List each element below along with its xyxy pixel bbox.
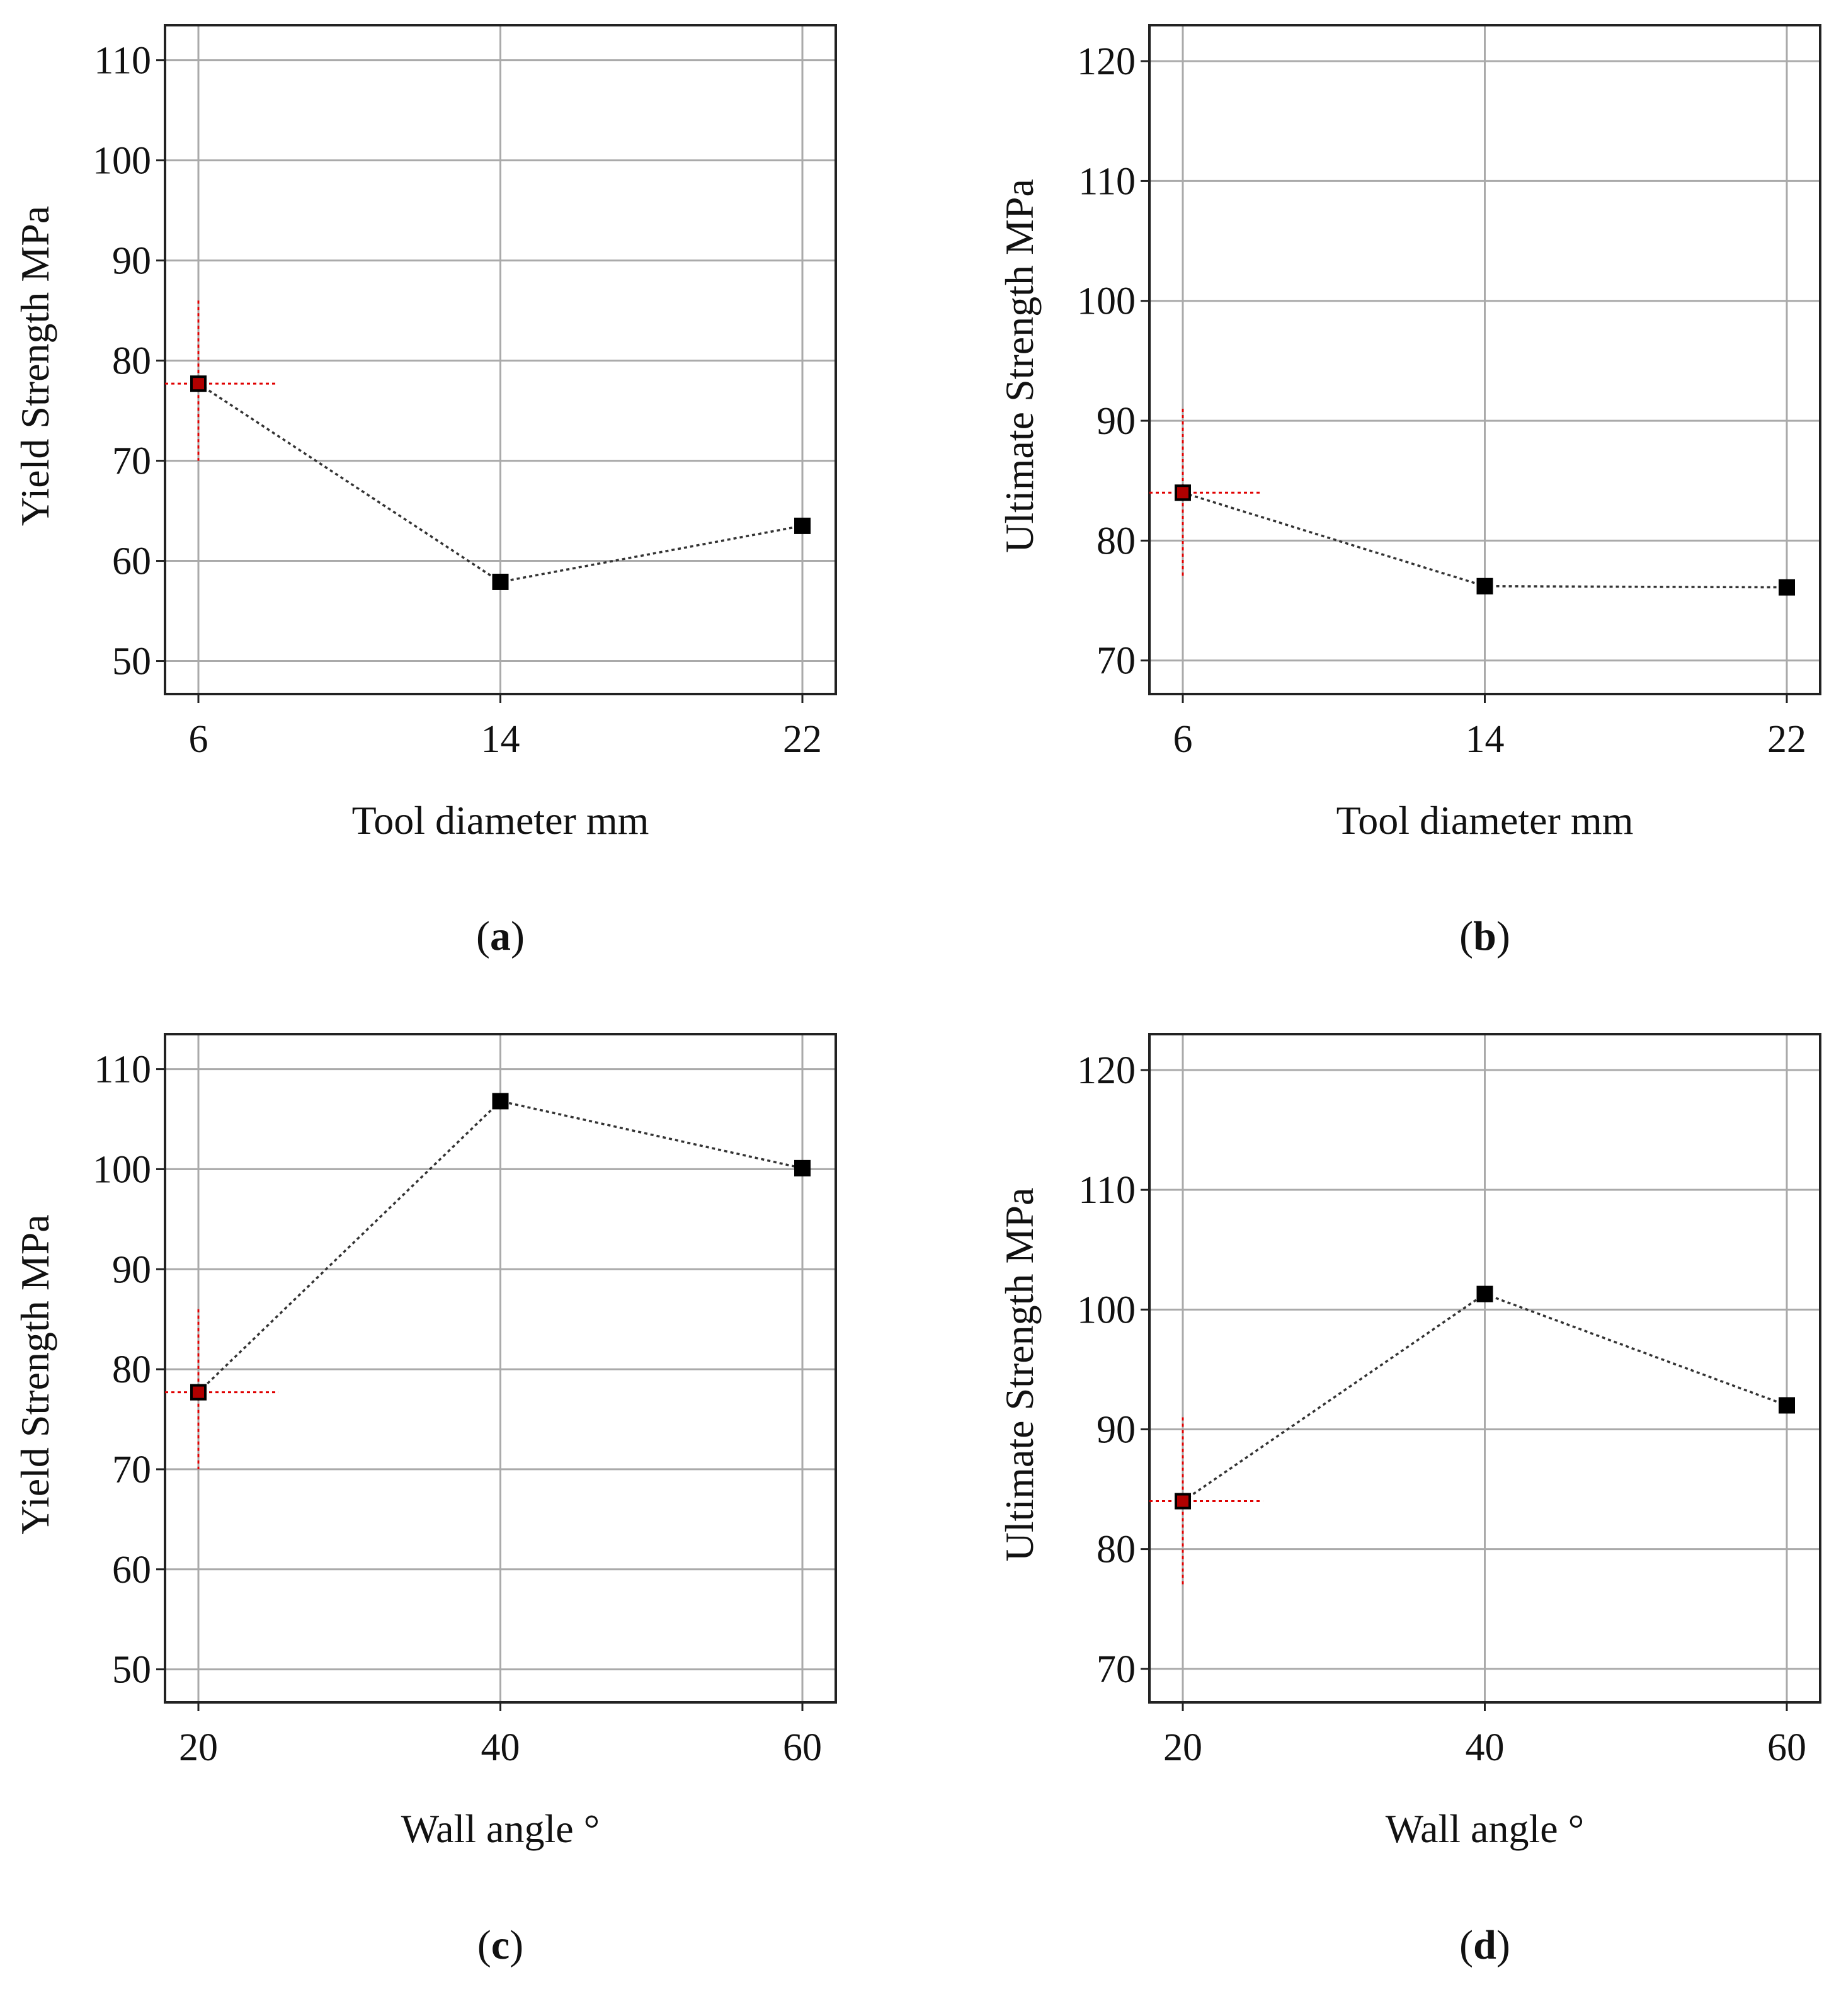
y-tick-label: 80 xyxy=(112,1348,151,1391)
panel-caption-letter: c xyxy=(491,1922,510,1968)
x-tick-label: 6 xyxy=(189,718,208,761)
x-tick-label: 6 xyxy=(1173,718,1193,761)
y-tick-label: 70 xyxy=(112,1449,151,1491)
y-tick-label: 80 xyxy=(112,340,151,383)
panel-c: 50 60 70 80 90 100 110 20 40 60 Wall angle ° Yield … xyxy=(13,1033,837,1968)
y-tick-label: 90 xyxy=(112,1248,151,1291)
y-tick-label: 50 xyxy=(112,1649,151,1692)
y-tick-label: 80 xyxy=(1097,520,1136,562)
panel-caption-letter: a xyxy=(490,913,511,959)
y-tick-label: 100 xyxy=(1077,1289,1136,1331)
plot-frame xyxy=(164,1033,837,1704)
y-axis-label: Ultimate Strength MPa xyxy=(997,179,1042,553)
panel-caption: (c) xyxy=(477,1922,523,1968)
x-tick-label: 60 xyxy=(783,1726,822,1769)
data-point xyxy=(1175,484,1191,501)
data-point xyxy=(794,1159,811,1176)
x-tick-label: 20 xyxy=(179,1726,218,1769)
x-tick-label: 40 xyxy=(1466,1726,1505,1769)
panel-b: 70 80 90 100 110 120 6 14 22 Tool diameter mm Ulti… xyxy=(997,24,1821,959)
y-tick-label: 70 xyxy=(1097,640,1136,683)
x-tick-label: 40 xyxy=(481,1726,520,1769)
y-tick-label: 70 xyxy=(112,440,151,483)
y-tick-label: 50 xyxy=(112,641,151,683)
data-point xyxy=(794,517,811,534)
data-point xyxy=(1175,1493,1191,1510)
data-point xyxy=(492,573,509,590)
y-tick-label: 90 xyxy=(1097,400,1136,443)
y-tick-label: 90 xyxy=(112,240,151,283)
panel-caption-letter: d xyxy=(1473,1922,1496,1968)
x-tick-label: 60 xyxy=(1767,1726,1806,1769)
y-tick-label: 70 xyxy=(1097,1648,1136,1691)
panel-caption: (b) xyxy=(1459,913,1510,959)
data-point xyxy=(492,1093,509,1110)
y-axis-label: Yield Strength MPa xyxy=(13,206,57,526)
y-tick-label: 110 xyxy=(94,1049,151,1091)
panel-caption: (d) xyxy=(1459,1922,1510,1968)
y-tick-label: 120 xyxy=(1077,40,1136,83)
plot-frame xyxy=(1148,24,1821,695)
y-tick-label: 110 xyxy=(1078,160,1136,203)
x-axis-label: Tool diameter mm xyxy=(1336,798,1634,843)
x-tick-label: 20 xyxy=(1163,1726,1202,1769)
data-point xyxy=(1476,578,1493,595)
y-tick-label: 100 xyxy=(93,1148,151,1191)
x-axis-label: Wall angle ° xyxy=(401,1806,600,1851)
x-axis-label: Tool diameter mm xyxy=(352,798,649,843)
x-tick-label: 22 xyxy=(783,718,822,761)
y-tick-label: 60 xyxy=(112,540,151,583)
y-tick-label: 100 xyxy=(1077,280,1136,323)
y-tick-label: 110 xyxy=(94,40,151,83)
data-point xyxy=(1779,579,1795,596)
x-axis-label: Wall angle ° xyxy=(1386,1806,1584,1851)
panel-caption: (a) xyxy=(476,913,525,959)
y-tick-label: 90 xyxy=(1097,1408,1136,1451)
data-point xyxy=(190,1384,207,1401)
y-tick-label: 120 xyxy=(1077,1049,1136,1092)
plot-frame xyxy=(164,24,837,695)
y-tick-label: 60 xyxy=(112,1549,151,1592)
x-tick-label: 14 xyxy=(1466,718,1505,761)
panel-caption-letter: b xyxy=(1473,913,1496,959)
y-axis-label: Ultimate Strength MPa xyxy=(997,1188,1042,1562)
data-point xyxy=(190,375,207,392)
y-tick-label: 80 xyxy=(1097,1529,1136,1571)
plot-frame xyxy=(1148,1033,1821,1704)
y-tick-label: 100 xyxy=(93,140,151,183)
series-line xyxy=(197,1100,803,1393)
data-point xyxy=(1779,1397,1795,1414)
panel-d: 70 80 90 100 110 120 20 40 60 Wall angle ° Ultimat… xyxy=(997,1033,1821,1968)
x-tick-label: 22 xyxy=(1767,718,1806,761)
x-tick-label: 14 xyxy=(481,718,520,761)
y-axis-label: Yield Strength MPa xyxy=(13,1214,57,1534)
y-tick-label: 110 xyxy=(1078,1169,1136,1212)
panel-a: 50 60 70 80 90 100 110 6 14 22 Tool diameter mm Yie… xyxy=(13,24,837,959)
data-point xyxy=(1476,1285,1493,1302)
